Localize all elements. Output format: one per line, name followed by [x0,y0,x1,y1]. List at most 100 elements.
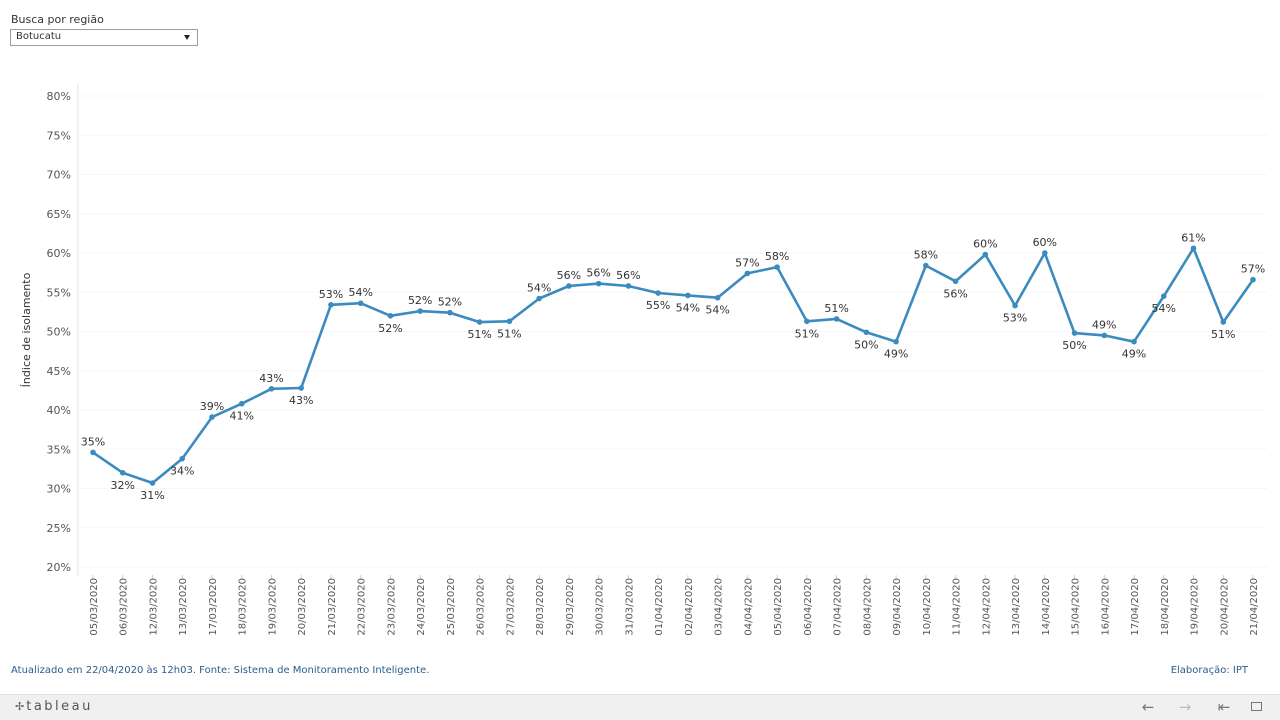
data-label: 60% [973,238,997,251]
data-point[interactable] [744,270,751,277]
x-tick-label: 14/04/2020 [1041,578,1052,636]
data-point[interactable] [774,264,780,270]
data-point[interactable] [149,480,156,486]
data-point[interactable] [714,294,721,301]
x-tick-label: 20/04/2020 [1219,578,1230,636]
data-point[interactable] [566,283,572,289]
x-tick-label: 13/04/2020 [1011,578,1022,636]
data-point[interactable] [209,414,215,420]
fullscreen-button[interactable] [1245,697,1269,717]
data-point[interactable] [357,300,364,307]
data-label: 35% [81,435,105,448]
data-point[interactable] [1101,332,1108,339]
x-tick-label: 13/03/2020 [178,578,189,636]
data-label: 54% [1152,302,1176,315]
data-label: 49% [1122,348,1146,361]
data-label: 58% [765,250,789,263]
data-label: 32% [111,479,135,492]
data-label: 53% [319,288,343,301]
data-point[interactable] [685,292,691,299]
x-tick-label: 19/04/2020 [1190,578,1201,636]
data-point[interactable] [328,302,334,308]
fullscreen-icon [1251,702,1262,711]
data-point[interactable] [1250,276,1256,283]
x-tick-label: 15/04/2020 [1071,578,1082,636]
x-axis: 05/03/2020 06/03/2020 12/03/2020 13/03/2020… [89,575,1260,636]
data-point[interactable] [952,278,959,285]
data-point[interactable] [833,316,840,322]
data-point[interactable] [863,329,870,336]
x-tick-label: 31/03/2020 [624,578,635,636]
x-tick-label: 27/03/2020 [505,578,516,636]
data-point[interactable] [506,318,513,325]
data-labels: 35% 32% 31% 34% 39% 41% 43% 43% 53% 54% 52% 52% 52% 5… [81,231,1265,502]
y-tick-label: 50% [47,326,71,339]
data-point[interactable] [804,318,810,325]
x-tick-label: 20/03/2020 [297,578,308,636]
data-label: 39% [200,400,224,413]
data-point[interactable] [1160,293,1167,299]
x-tick-label: 28/03/2020 [535,578,546,636]
data-point[interactable] [179,455,186,462]
data-point[interactable] [387,313,394,319]
data-point[interactable] [238,400,245,407]
tableau-logo[interactable]: ✢ tableau [15,699,93,714]
x-tick-label: 17/04/2020 [1130,578,1141,636]
data-point[interactable] [655,290,661,296]
data-label: 51% [795,327,819,340]
x-tick-label: 03/04/2020 [714,578,725,636]
data-point[interactable] [1012,302,1018,309]
x-tick-label: 30/03/2020 [595,578,606,636]
redo-button[interactable]: → [1178,698,1192,716]
data-point[interactable] [476,319,483,325]
data-point[interactable] [1190,245,1197,252]
y-axis: 20% 25% 30% 35% 40% 45% 50% 55% 60% 65% 70% 75% 80% [47,90,71,574]
data-label: 52% [378,322,402,335]
data-label: 51% [497,327,521,340]
revert-button[interactable]: ⇤ [1217,698,1231,716]
x-tick-label: 01/04/2020 [654,578,665,636]
y-tick-label: 20% [47,561,71,574]
data-point[interactable] [298,385,305,391]
data-point[interactable] [595,280,602,287]
data-label: 49% [884,348,908,361]
x-tick-label: 16/04/2020 [1100,578,1111,636]
y-tick-label: 75% [47,129,71,142]
x-tick-label: 11/04/2020 [952,578,963,636]
data-point[interactable] [982,251,989,258]
tableau-wordmark: tableau [26,699,93,714]
data-label: 54% [527,282,551,295]
region-dropdown[interactable]: Botucatu [10,29,198,46]
data-label: 31% [140,489,164,502]
data-point[interactable] [268,386,275,392]
y-tick-label: 70% [47,169,71,182]
data-point[interactable] [536,295,542,302]
data-point[interactable] [417,308,423,314]
data-point[interactable] [1220,319,1227,325]
data-point[interactable] [1041,250,1048,256]
x-tick-label: 06/03/2020 [119,578,130,636]
y-axis-label: Índice de isolamento [20,272,33,387]
data-label: 58% [914,249,938,262]
x-tick-label: 07/04/2020 [833,578,844,636]
data-point[interactable] [893,338,899,345]
data-label: 34% [170,465,194,478]
data-point[interactable] [923,262,929,269]
data-label: 54% [348,286,372,299]
y-tick-label: 25% [47,522,71,535]
x-tick-label: 23/03/2020 [386,578,397,636]
data-label: 43% [259,372,283,385]
data-point[interactable] [1131,338,1137,345]
y-tick-label: 35% [47,443,71,456]
data-point[interactable] [1071,330,1078,336]
x-tick-label: 09/04/2020 [892,578,903,636]
data-point[interactable] [625,283,632,289]
data-point[interactable] [119,470,126,476]
undo-button[interactable]: ← [1141,698,1155,716]
x-tick-label: 18/03/2020 [238,578,249,636]
x-tick-label: 21/04/2020 [1249,578,1260,636]
data-point[interactable] [447,309,453,316]
data-point[interactable] [90,449,96,456]
gridlines [77,84,1268,575]
data-label: 56% [616,269,640,282]
